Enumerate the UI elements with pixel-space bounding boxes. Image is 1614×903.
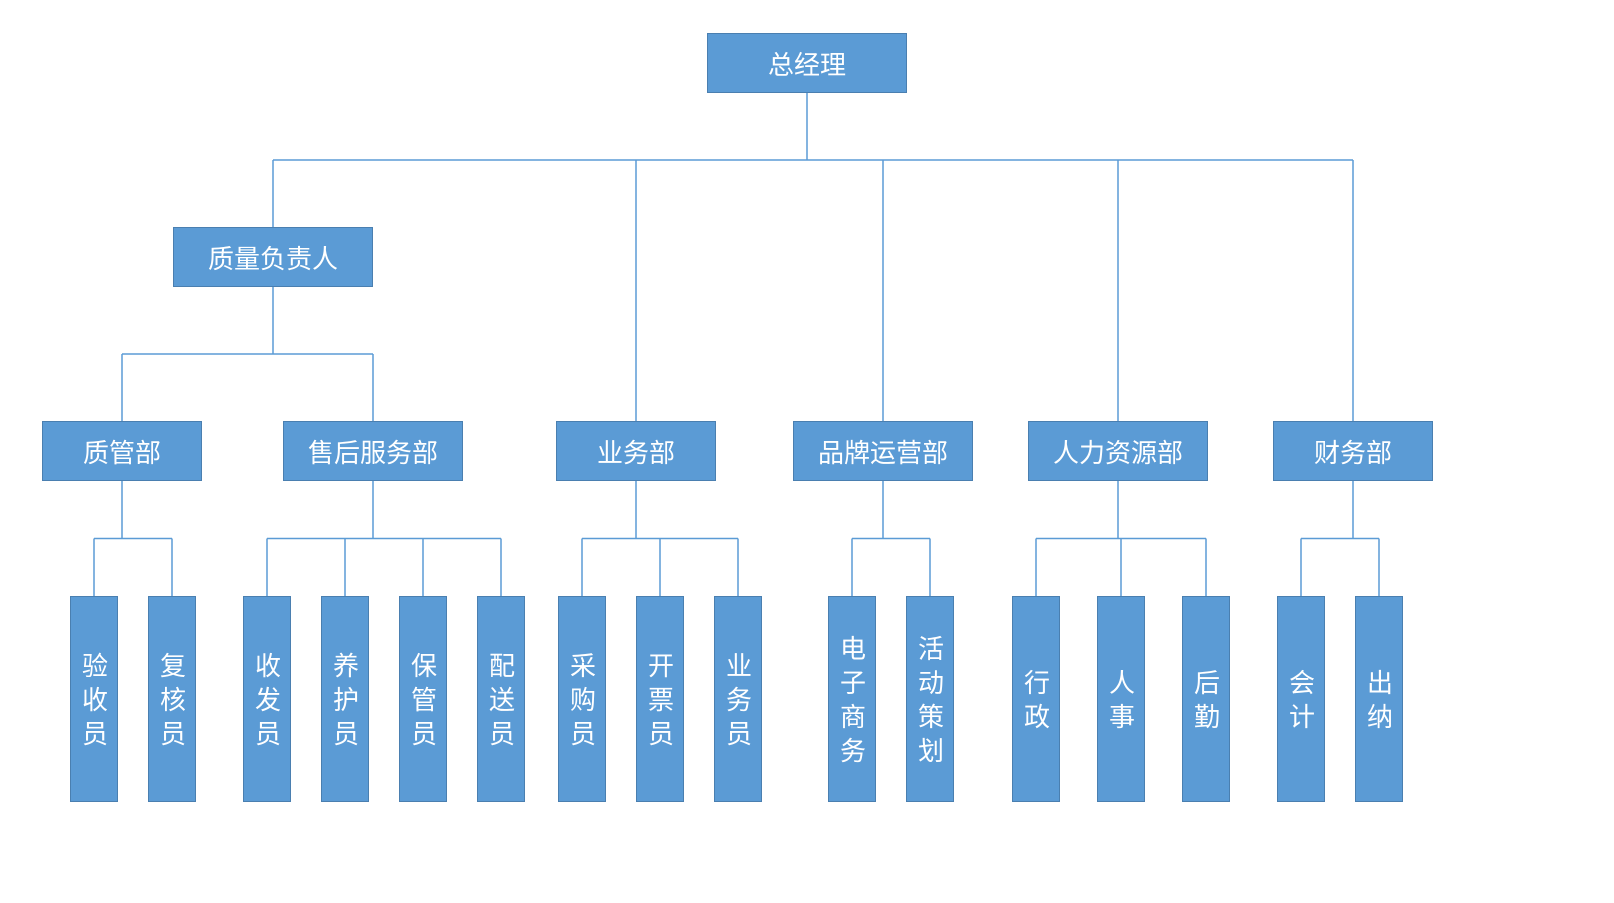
- node-leaf-brand-0: 电子商务: [828, 596, 876, 802]
- node-leaf-biz-1: 开票员: [636, 596, 684, 802]
- org-chart: 总经理质量负责人质管部 售后服务部 业务部 品牌运营部人力资源部 财务部验收员复核员收发…: [0, 0, 1614, 903]
- node-leaf-brand-1: 活动策划: [906, 596, 954, 802]
- node-leaf-after-1: 养护员: [321, 596, 369, 802]
- node-leaf-hr-0: 行政: [1012, 596, 1060, 802]
- node-leaf-fin-0: 会计: [1277, 596, 1325, 802]
- node-leaf-after-3: 配送员: [477, 596, 525, 802]
- node-dept-hr: 人力资源部: [1028, 421, 1208, 481]
- node-leaf-fin-1: 出纳: [1355, 596, 1403, 802]
- node-root: 总经理: [707, 33, 907, 93]
- node-leaf-biz-2: 业务员: [714, 596, 762, 802]
- node-quality: 质量负责人: [173, 227, 373, 287]
- node-dept-qc: 质管部: [42, 421, 202, 481]
- node-leaf-qc-1: 复核员: [148, 596, 196, 802]
- node-leaf-hr-1: 人事: [1097, 596, 1145, 802]
- node-dept-after: 售后服务部: [283, 421, 463, 481]
- node-dept-fin: 财务部: [1273, 421, 1433, 481]
- node-dept-brand: 品牌运营部: [793, 421, 973, 481]
- node-leaf-after-2: 保管员: [399, 596, 447, 802]
- node-dept-biz: 业务部: [556, 421, 716, 481]
- node-leaf-biz-0: 采购员: [558, 596, 606, 802]
- node-leaf-after-0: 收发员: [243, 596, 291, 802]
- node-leaf-hr-2: 后勤: [1182, 596, 1230, 802]
- node-leaf-qc-0: 验收员: [70, 596, 118, 802]
